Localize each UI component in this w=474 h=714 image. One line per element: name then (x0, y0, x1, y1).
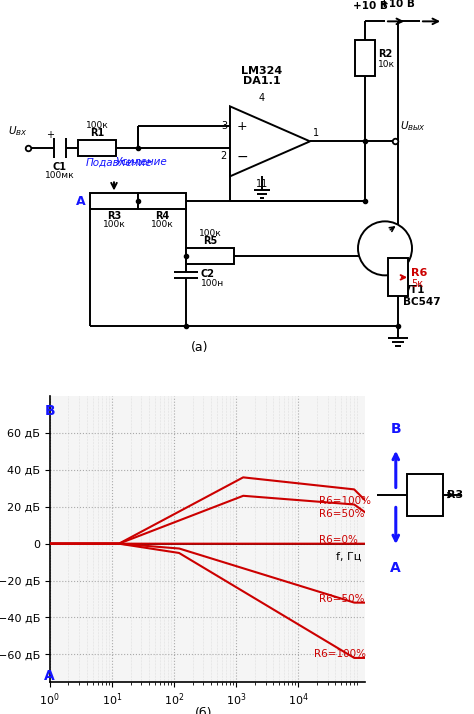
Text: 1: 1 (313, 129, 319, 139)
Text: 100к: 100к (199, 229, 221, 238)
Text: Усиление: Усиление (116, 157, 168, 167)
Text: $U_{ВЫХ}$: $U_{ВЫХ}$ (400, 119, 426, 134)
Bar (78, 141, 116, 156)
Text: VT1: VT1 (403, 286, 426, 296)
Text: R6=50%: R6=50% (319, 594, 365, 604)
Text: 100к: 100к (103, 221, 126, 229)
Text: 100к: 100к (151, 221, 173, 229)
Text: BC547: BC547 (403, 297, 441, 307)
Text: (а): (а) (191, 341, 209, 354)
Bar (186, 248, 234, 264)
Text: 5к: 5к (411, 279, 423, 289)
Text: R2: R2 (378, 49, 392, 59)
Text: A: A (76, 195, 86, 208)
Text: A: A (391, 561, 401, 575)
Text: R6=100%: R6=100% (319, 496, 371, 506)
Text: (б): (б) (195, 707, 212, 714)
Text: $U_{BX}$: $U_{BX}$ (8, 124, 28, 139)
Text: LM324: LM324 (241, 66, 283, 76)
Text: R4: R4 (155, 211, 169, 221)
Text: A: A (45, 669, 55, 683)
Bar (355, 41, 375, 76)
Circle shape (358, 221, 412, 276)
Bar (90, 193, 138, 209)
Text: C2: C2 (201, 269, 215, 279)
Text: R6=50%: R6=50% (319, 509, 365, 519)
Text: R3: R3 (107, 211, 121, 221)
Text: B: B (45, 404, 55, 418)
Text: 3: 3 (221, 121, 227, 131)
Text: +: + (46, 131, 54, 141)
Text: −: − (236, 149, 248, 164)
Text: 100мк: 100мк (45, 171, 75, 181)
Polygon shape (230, 106, 310, 176)
Text: R5: R5 (203, 236, 217, 246)
Text: Подавление: Подавление (86, 157, 153, 167)
Text: R6=0%: R6=0% (319, 535, 358, 545)
Bar (388, 258, 408, 296)
Text: R6=100%: R6=100% (314, 649, 366, 659)
Bar (407, 474, 443, 516)
Text: R3: R3 (447, 490, 463, 500)
Text: f, Гц: f, Гц (336, 551, 361, 561)
Bar (138, 193, 186, 209)
Text: B: B (391, 422, 401, 436)
Text: 100н: 100н (201, 279, 224, 288)
Text: 10к: 10к (378, 60, 395, 69)
Text: 2: 2 (221, 151, 227, 161)
Text: 11: 11 (256, 179, 268, 189)
Text: +10 В: +10 В (380, 0, 414, 9)
Text: C1: C1 (53, 162, 67, 172)
Text: 4: 4 (259, 94, 265, 104)
Text: R1: R1 (90, 129, 104, 139)
Text: B: B (142, 195, 152, 208)
Text: 100к: 100к (86, 121, 109, 131)
Text: +: + (237, 120, 247, 133)
Text: +10 В: +10 В (353, 1, 387, 11)
Text: R6: R6 (411, 268, 428, 278)
Text: DA1.1: DA1.1 (243, 76, 281, 86)
